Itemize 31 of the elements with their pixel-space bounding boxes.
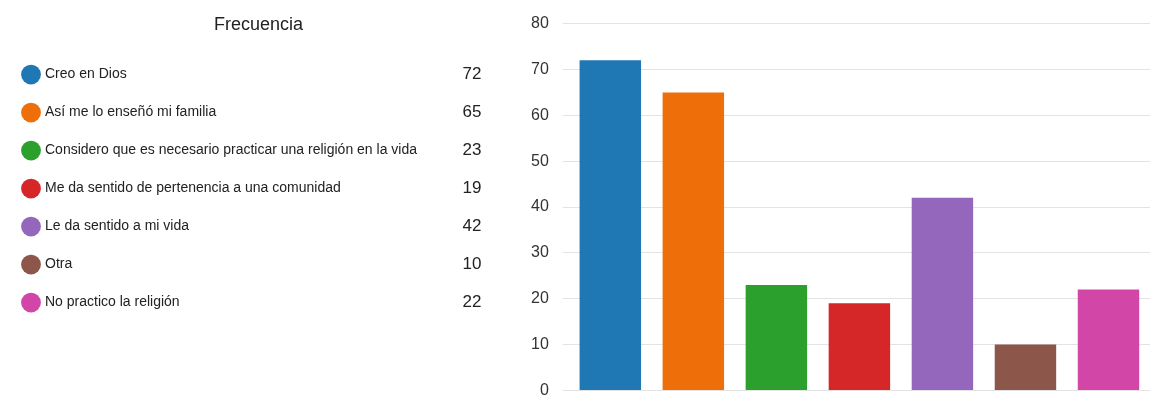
y-tick-label: 20 bbox=[531, 289, 549, 307]
bar bbox=[911, 197, 974, 390]
text: 23 bbox=[462, 140, 482, 160]
y-tick-label: 10 bbox=[531, 334, 549, 352]
text: 10 bbox=[462, 254, 482, 274]
legend-label: Creo en Dios bbox=[45, 65, 127, 82]
text: 22 bbox=[462, 292, 482, 312]
legend-label: Otra bbox=[45, 255, 73, 272]
bar bbox=[662, 92, 725, 390]
text: 72 bbox=[462, 64, 482, 84]
bar bbox=[1077, 289, 1140, 390]
bar bbox=[828, 303, 891, 390]
bar bbox=[994, 344, 1057, 390]
legend-label: Le da sentido a mi vida bbox=[45, 217, 190, 234]
bar bbox=[745, 284, 808, 390]
legend-label: Considero que es necesario practicar una religión en la vida bbox=[45, 141, 418, 158]
legend-label: No practico la religión bbox=[45, 293, 180, 310]
y-tick-label: 80 bbox=[531, 14, 549, 32]
y-tick-label: 30 bbox=[531, 243, 549, 261]
text: 65 bbox=[462, 102, 482, 122]
legend-label: Así me lo enseñó mi familia bbox=[45, 103, 217, 120]
y-tick-label: 50 bbox=[531, 151, 549, 169]
legend-label: Me da sentido de pertenencia a una comunidad bbox=[45, 179, 341, 196]
text: 42 bbox=[462, 216, 482, 236]
y-tick-label: 0 bbox=[539, 380, 549, 398]
text: 19 bbox=[462, 178, 482, 198]
bar bbox=[579, 60, 642, 390]
y-tick-label: 60 bbox=[531, 105, 549, 123]
legend-title: Frecuencia bbox=[213, 13, 305, 34]
y-tick-label: 40 bbox=[531, 197, 549, 215]
y-tick-label: 70 bbox=[531, 59, 549, 77]
